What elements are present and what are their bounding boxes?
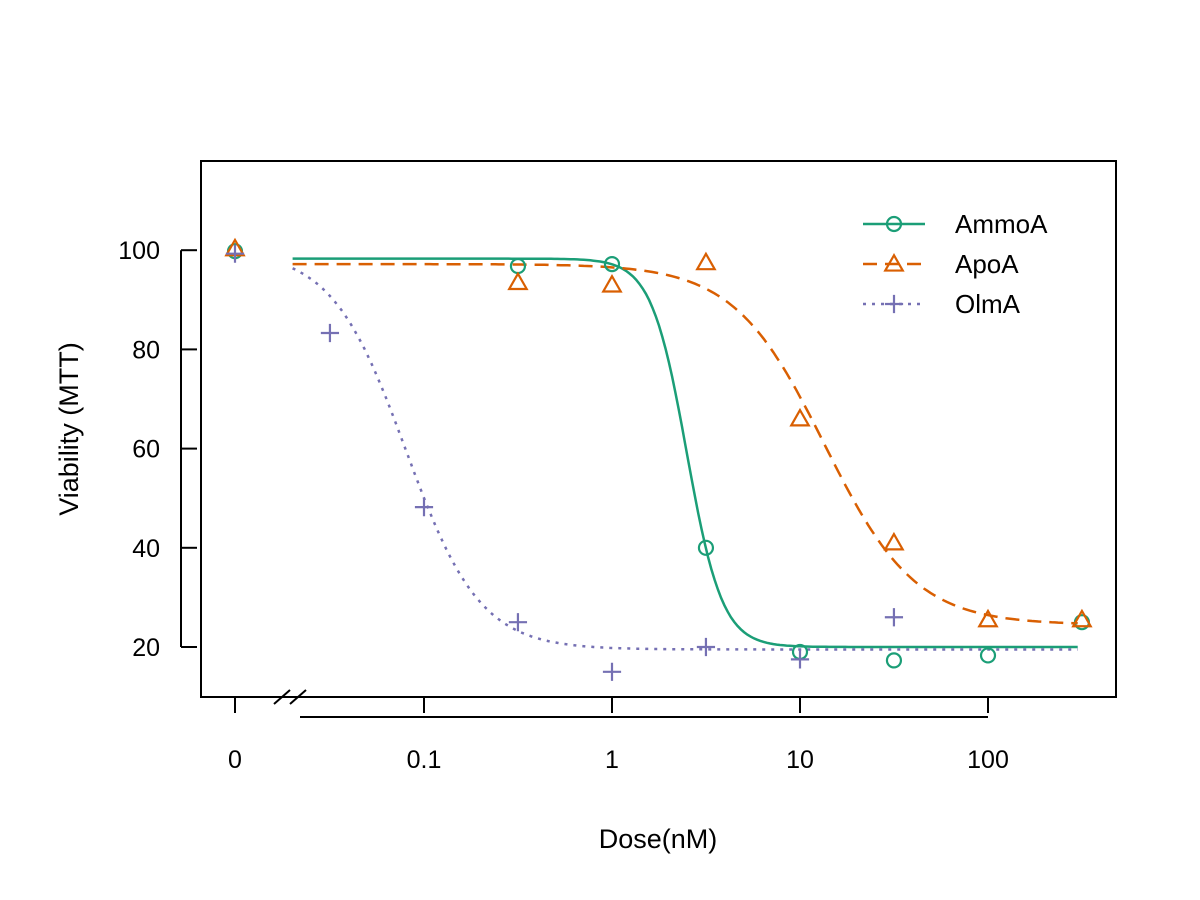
point-ammoa — [885, 652, 903, 669]
point-apoa — [601, 273, 623, 293]
x-tick-label: 100 — [967, 746, 1009, 774]
point-apoa — [883, 531, 905, 551]
y-tick-label: 20 — [132, 634, 160, 662]
fit-curve-ammoa — [292, 257, 1078, 649]
point-olma — [225, 244, 245, 263]
point-ammoa — [697, 539, 715, 556]
point-apoa — [977, 608, 999, 628]
point-olma — [790, 650, 810, 669]
axis-break-mark — [273, 689, 291, 705]
legend-marker — [884, 294, 904, 314]
legend-item-ammoa: AmmoA — [863, 209, 1048, 239]
legend-marker — [883, 253, 905, 272]
x-tick-label: 0.1 — [407, 746, 442, 774]
point-olma — [696, 637, 716, 657]
y-tick-label: 40 — [132, 535, 160, 563]
legend-marker — [885, 215, 903, 233]
legend-item-apoa: ApoA — [863, 249, 1019, 279]
point-apoa — [695, 251, 717, 271]
x-tick-label: 1 — [605, 746, 619, 774]
x-axis: 0 0.1 1 10 100 — [228, 689, 1009, 774]
fit-curve-apoa — [292, 262, 1078, 625]
point-apoa — [507, 271, 529, 291]
point-olma — [320, 323, 340, 343]
y-tick-label: 80 — [132, 336, 160, 364]
legend-item-olma: OlmA — [863, 289, 1021, 319]
y-tick-label: 60 — [132, 436, 160, 464]
x-axis-title: Dose(nM) — [599, 824, 718, 854]
point-ammoa — [509, 257, 527, 275]
y-tick-label: 100 — [118, 237, 160, 265]
legend: AmmoA ApoA OlmA — [863, 209, 1048, 319]
legend-label: ApoA — [955, 249, 1019, 279]
point-olma — [508, 613, 528, 632]
axis-break-mark — [289, 689, 307, 705]
legend-label: AmmoA — [955, 209, 1048, 239]
legend-label: OlmA — [955, 289, 1021, 319]
point-olma — [414, 498, 434, 517]
point-olma — [602, 662, 622, 681]
x-tick-label: 0 — [228, 746, 242, 774]
x-tick-label: 10 — [786, 746, 814, 774]
fit-curve-olma — [292, 267, 1078, 651]
point-olma — [884, 608, 904, 627]
fit-curves — [292, 257, 1078, 651]
point-apoa — [789, 407, 811, 427]
y-axis: 20 40 60 80 100 — [118, 237, 197, 662]
point-ammoa — [979, 647, 997, 664]
y-axis-title: Viability (MTT) — [54, 342, 84, 516]
plot-frame — [200, 160, 1117, 698]
data-points — [224, 237, 1093, 681]
point-ammoa — [603, 255, 621, 273]
point-apoa — [1071, 608, 1093, 628]
